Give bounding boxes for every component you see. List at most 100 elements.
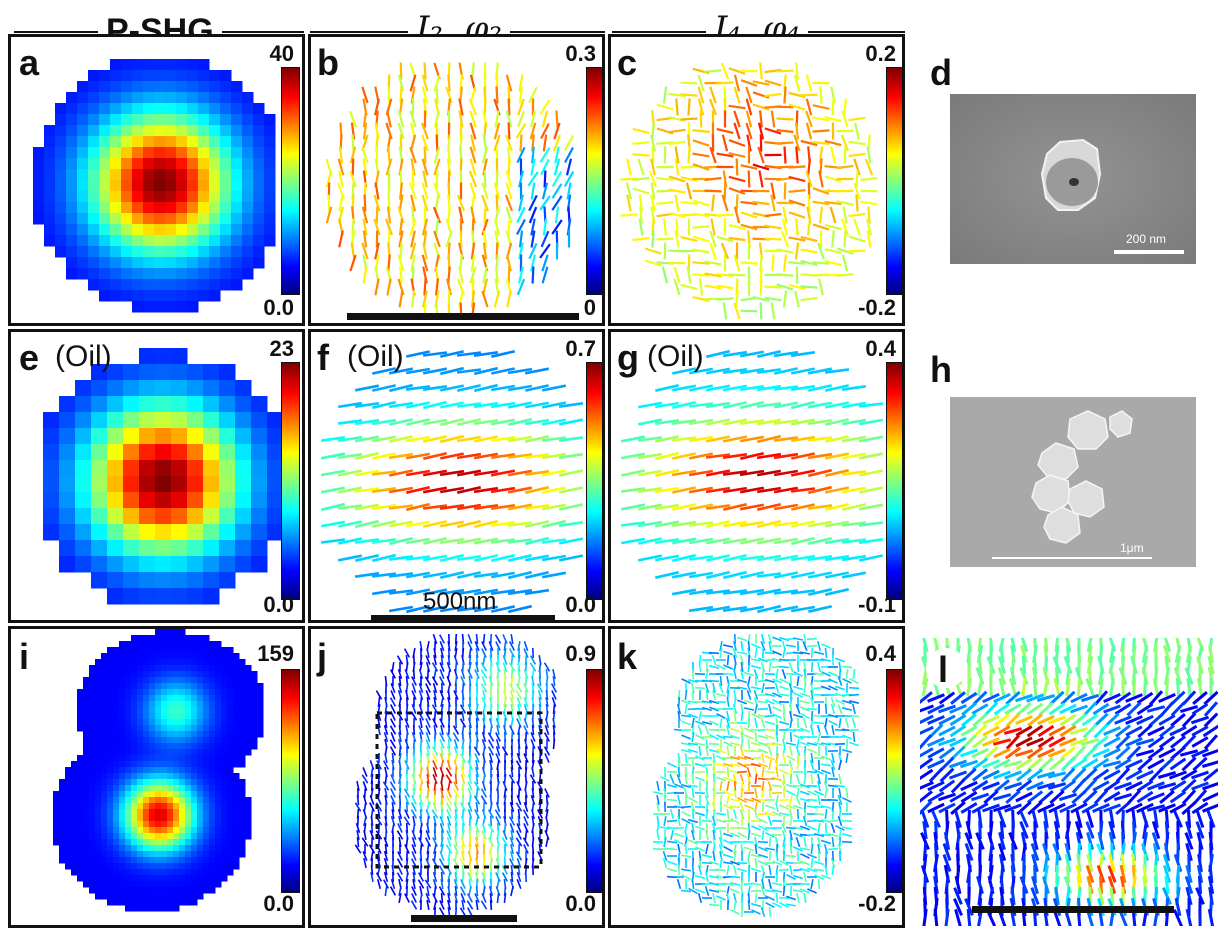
orientation-stick xyxy=(795,746,801,756)
orientation-stick xyxy=(739,654,745,666)
orientation-stick xyxy=(719,829,723,841)
orientation-stick xyxy=(473,452,499,460)
orientation-stick xyxy=(411,683,417,693)
orientation-stick xyxy=(396,655,404,665)
heat-pixel xyxy=(227,791,234,798)
orientation-stick xyxy=(446,759,452,771)
orientation-stick xyxy=(681,720,691,726)
heat-pixel xyxy=(197,737,204,744)
orientation-stick xyxy=(848,140,866,146)
orientation-stick xyxy=(362,110,368,128)
heat-pixel xyxy=(155,444,172,461)
orientation-stick xyxy=(698,278,704,296)
heat-pixel xyxy=(191,701,198,708)
orientation-stick xyxy=(433,780,437,792)
heat-pixel xyxy=(167,791,174,798)
orientation-stick xyxy=(860,200,878,206)
heat-pixel xyxy=(209,147,221,159)
orientation-stick xyxy=(440,808,444,820)
orientation-stick xyxy=(637,401,663,409)
orientation-stick xyxy=(670,829,674,841)
heat-pixel xyxy=(101,863,108,870)
orientation-stick xyxy=(841,418,867,426)
orientation-stick xyxy=(765,832,775,838)
orientation-stick xyxy=(809,759,815,771)
heat-pixel xyxy=(161,767,168,774)
heat-pixel xyxy=(233,803,240,810)
orientation-stick xyxy=(770,194,776,212)
orientation-stick xyxy=(433,815,437,827)
heat-pixel xyxy=(191,749,198,756)
heat-pixel xyxy=(149,725,156,732)
heat-pixel xyxy=(197,827,204,834)
orientation-stick xyxy=(440,794,444,806)
heat-pixel xyxy=(65,791,72,798)
heat-pixel xyxy=(203,737,210,744)
orientation-stick xyxy=(824,452,850,460)
heat-pixel xyxy=(264,224,276,236)
orientation-stick xyxy=(460,815,466,827)
orientation-stick xyxy=(795,837,801,847)
heat-pixel xyxy=(173,707,180,714)
heat-pixel xyxy=(191,761,198,768)
orientation-stick xyxy=(867,206,871,224)
orientation-stick xyxy=(403,648,411,658)
orientation-stick xyxy=(509,801,515,813)
orientation-stick xyxy=(754,703,758,715)
orientation-stick xyxy=(552,717,556,729)
heat-pixel xyxy=(179,707,186,714)
orientation-stick xyxy=(756,384,782,392)
heat-pixel xyxy=(125,905,132,912)
heat-pixel xyxy=(110,125,122,137)
heat-pixel xyxy=(91,364,108,381)
orientation-stick xyxy=(558,436,584,442)
orientation-stick xyxy=(354,503,380,511)
heat-pixel xyxy=(185,647,192,654)
orientation-stick xyxy=(688,537,714,545)
orientation-stick xyxy=(524,554,550,562)
heat-pixel xyxy=(257,701,264,708)
orientation-stick xyxy=(516,823,522,833)
orientation-stick xyxy=(669,808,675,820)
heat-pixel xyxy=(131,707,138,714)
heat-pixel xyxy=(155,689,162,696)
orientation-stick xyxy=(424,676,432,686)
heat-pixel xyxy=(154,136,166,148)
heat-pixel xyxy=(125,647,132,654)
heat-pixel xyxy=(173,677,180,684)
orientation-stick xyxy=(794,122,800,140)
orientation-stick xyxy=(531,752,535,764)
heat-pixel xyxy=(239,845,246,852)
heat-pixel xyxy=(77,701,84,708)
orientation-stick xyxy=(750,854,762,858)
heat-pixel xyxy=(91,444,108,461)
heat-pixel xyxy=(101,875,108,882)
orientation-stick xyxy=(810,696,814,708)
orientation-stick xyxy=(680,714,692,718)
heat-pixel xyxy=(95,773,102,780)
orientation-stick xyxy=(677,794,681,806)
heat-pixel xyxy=(191,731,198,738)
heat-pixel xyxy=(125,665,132,672)
orientation-stick xyxy=(676,703,682,715)
orientation-stick xyxy=(374,98,380,116)
heat-pixel xyxy=(209,863,216,870)
heat-pixel xyxy=(264,158,276,170)
heat-pixel xyxy=(107,725,114,732)
heat-pixel xyxy=(137,845,144,852)
orientation-stick xyxy=(775,766,779,778)
heat-pixel xyxy=(198,147,210,159)
orientation-stick xyxy=(338,170,344,188)
heat-pixel xyxy=(176,136,188,148)
orientation-stick xyxy=(468,752,472,764)
orientation-stick xyxy=(433,710,437,722)
heat-pixel xyxy=(245,743,252,750)
orientation-stick xyxy=(558,402,584,408)
heat-pixel xyxy=(66,224,78,236)
heat-pixel xyxy=(77,246,89,258)
heat-pixel xyxy=(221,707,228,714)
heat-pixel xyxy=(187,103,199,115)
orientation-stick xyxy=(398,218,404,236)
orientation-stick xyxy=(338,537,362,545)
sem-particles-h xyxy=(1031,410,1133,544)
